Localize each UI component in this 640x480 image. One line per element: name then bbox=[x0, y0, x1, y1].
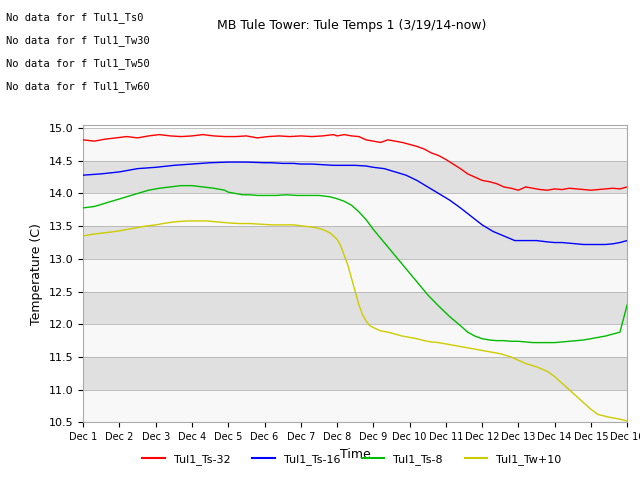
Y-axis label: Temperature (C): Temperature (C) bbox=[30, 223, 43, 324]
Bar bbox=[83, 390, 627, 422]
Text: No data for f Tul1_Tw50: No data for f Tul1_Tw50 bbox=[6, 58, 150, 69]
Text: No data for f Tul1_Tw30: No data for f Tul1_Tw30 bbox=[6, 35, 150, 46]
Bar bbox=[83, 226, 627, 259]
Bar bbox=[83, 259, 627, 291]
Text: No data for f Tul1_Ts0: No data for f Tul1_Ts0 bbox=[6, 12, 144, 23]
Bar bbox=[83, 161, 627, 193]
Bar bbox=[83, 324, 627, 357]
X-axis label: Time: Time bbox=[340, 448, 371, 461]
Bar bbox=[83, 291, 627, 324]
Bar bbox=[83, 193, 627, 226]
Bar bbox=[83, 128, 627, 161]
Bar bbox=[83, 357, 627, 390]
Text: MB Tule Tower: Tule Temps 1 (3/19/14-now): MB Tule Tower: Tule Temps 1 (3/19/14-now… bbox=[218, 19, 486, 32]
Text: No data for f Tul1_Tw60: No data for f Tul1_Tw60 bbox=[6, 81, 150, 92]
Legend: Tul1_Ts-32, Tul1_Ts-16, Tul1_Ts-8, Tul1_Tw+10: Tul1_Ts-32, Tul1_Ts-16, Tul1_Ts-8, Tul1_… bbox=[138, 450, 566, 469]
